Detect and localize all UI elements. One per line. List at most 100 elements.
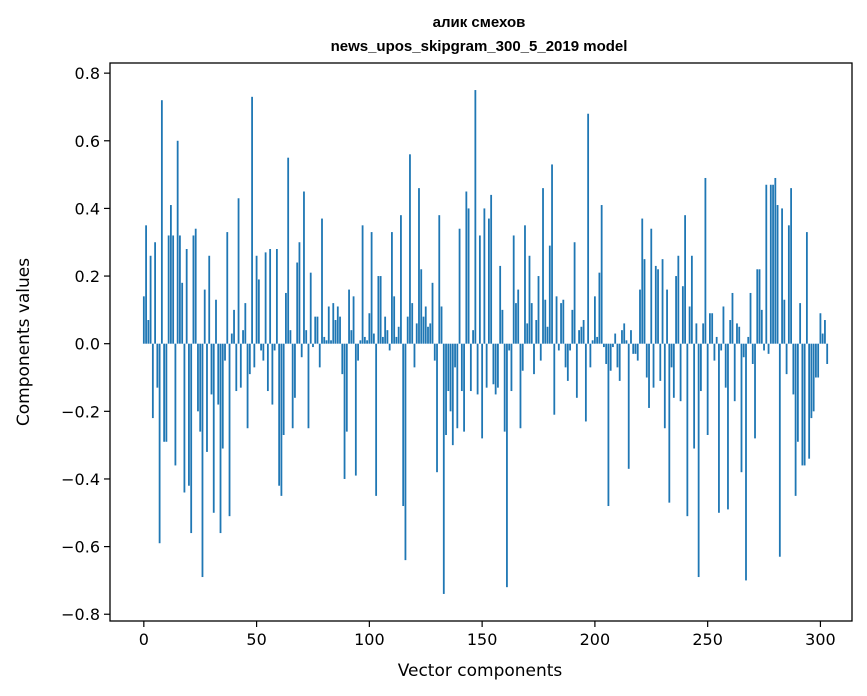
bar-236 <box>675 276 677 344</box>
y-tick-label: 0.8 <box>75 64 100 83</box>
bar-140 <box>458 228 461 344</box>
bar-149 <box>478 235 481 344</box>
bar-258 <box>724 343 727 388</box>
bar-108 <box>386 330 389 344</box>
bar-209 <box>614 333 617 344</box>
bar-12 <box>169 205 172 344</box>
bar-229 <box>659 343 662 381</box>
bar-244 <box>693 343 696 449</box>
bar-302 <box>824 320 826 344</box>
bar-69 <box>298 242 301 344</box>
bar-22 <box>192 235 195 344</box>
x-axis-ticks: 0 50 100 150 200 250 300 <box>139 621 836 649</box>
bar-291 <box>799 303 802 344</box>
bar-14 <box>174 343 177 466</box>
bar-275 <box>763 343 765 351</box>
bar-264 <box>738 326 741 344</box>
bar-203 <box>600 205 603 344</box>
bar-204 <box>603 343 605 348</box>
bar-116 <box>404 343 407 561</box>
y-tick-label: −0.6 <box>61 538 100 557</box>
bar-288 <box>792 343 795 395</box>
bar-194 <box>580 326 583 344</box>
bar-192 <box>575 343 578 398</box>
bar-195 <box>582 320 585 344</box>
bar-90 <box>345 343 348 432</box>
bar-207 <box>609 343 612 371</box>
bar-232 <box>666 289 668 344</box>
bar-99 <box>366 340 368 344</box>
bar-217 <box>632 343 635 354</box>
bar-230 <box>661 259 664 344</box>
bar-173 <box>533 343 535 375</box>
bar-293 <box>803 343 806 466</box>
bar-30 <box>210 343 213 395</box>
bar-45 <box>244 303 247 344</box>
bar-142 <box>463 343 465 432</box>
bar-174 <box>535 320 538 344</box>
bar-184 <box>557 343 560 351</box>
x-tick-label: 250 <box>692 630 723 649</box>
bar-118 <box>409 154 411 344</box>
bar-181 <box>551 164 553 344</box>
bar-163 <box>510 343 513 392</box>
bar-274 <box>760 309 763 344</box>
bar-231 <box>663 343 666 429</box>
bar-287 <box>790 188 792 344</box>
bar-245 <box>695 323 698 344</box>
bar-223 <box>645 343 648 378</box>
bar-132 <box>440 306 443 344</box>
bar-150 <box>481 343 484 439</box>
bar-74 <box>309 272 312 344</box>
bar-239 <box>681 286 684 344</box>
bar-70 <box>300 343 303 358</box>
bar-266 <box>742 343 745 358</box>
bar-206 <box>607 343 610 507</box>
bar-37 <box>226 232 229 344</box>
bar-208 <box>612 343 614 348</box>
bar-295 <box>808 343 811 459</box>
bar-117 <box>406 316 409 344</box>
bar-253 <box>713 343 716 361</box>
bar-267 <box>745 343 747 581</box>
bar-130 <box>436 343 438 473</box>
bar-213 <box>623 323 626 344</box>
bar-11 <box>167 235 170 344</box>
bar-65 <box>289 330 292 344</box>
bar-251 <box>709 313 711 344</box>
bar-169 <box>524 225 526 344</box>
bar-303 <box>826 343 829 364</box>
bar-196 <box>584 343 587 422</box>
y-tick-label: 0.4 <box>75 199 100 218</box>
bar-219 <box>636 343 639 361</box>
bar-154 <box>490 194 493 344</box>
bar-143 <box>465 191 468 344</box>
bar-40 <box>233 309 235 344</box>
bar-278 <box>769 184 772 344</box>
bar-120 <box>413 343 416 368</box>
bar-93 <box>352 296 355 344</box>
bar-294 <box>805 232 808 344</box>
bar-277 <box>767 343 770 354</box>
bar-198 <box>589 343 592 368</box>
x-tick-label: 300 <box>805 630 836 649</box>
bar-75 <box>312 343 314 348</box>
bar-228 <box>657 269 659 344</box>
bar-91 <box>348 289 350 344</box>
bar-255 <box>718 343 720 513</box>
bar-158 <box>499 265 502 344</box>
bar-299 <box>817 343 820 378</box>
bar-105 <box>379 276 382 344</box>
bar-188 <box>566 343 569 381</box>
bar-243 <box>690 255 693 344</box>
bar-62 <box>282 343 285 435</box>
bar-100 <box>368 313 371 344</box>
bar-5 <box>154 242 156 344</box>
x-tick-label: 50 <box>246 630 266 649</box>
bar-26 <box>201 343 204 578</box>
x-tick-label: 150 <box>467 630 498 649</box>
bar-200 <box>593 296 596 344</box>
bar-72 <box>305 330 308 344</box>
bar-29 <box>208 255 211 344</box>
